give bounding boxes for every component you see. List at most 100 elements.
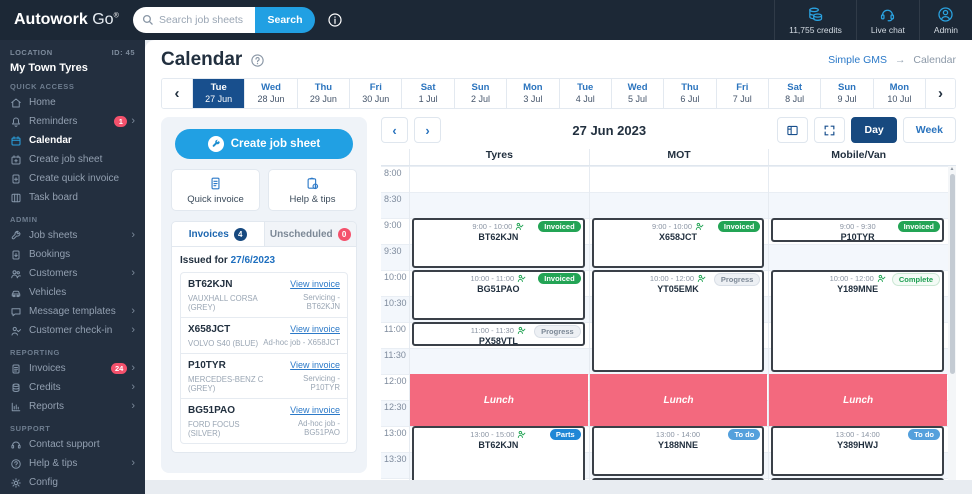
coins-icon	[807, 6, 824, 23]
search-button[interactable]: Search	[255, 7, 315, 33]
help-icon[interactable]	[250, 53, 265, 68]
sidebar-item-job-sheets[interactable]: Job sheets ›	[10, 226, 135, 245]
date-tab-sat-8-jul[interactable]: Sat 8 Jul	[767, 79, 821, 108]
status-badge: Parts	[549, 429, 581, 440]
sidebar-item-message-templates[interactable]: Message templates ›	[10, 302, 135, 321]
lunch-block: Lunch	[589, 374, 768, 426]
expand-button[interactable]	[814, 117, 846, 143]
tab-unscheduled[interactable]: Unscheduled 0	[263, 222, 356, 246]
home-icon	[10, 97, 22, 109]
calendar-event-y189mne[interactable]: 10:00 - 12:00 Y189MNE Complete	[771, 270, 945, 372]
calendar-event-px58vtl[interactable]: 11:00 - 11:30 PX58VTL Progress	[412, 322, 585, 346]
chevron-right-icon: ›	[131, 267, 135, 279]
info-icon[interactable]	[327, 12, 343, 28]
calendar-event-y188nne[interactable]: 13:00 - 14:00 Y188NNE To do	[591, 426, 765, 476]
sidebar-item-contact-support[interactable]: Contact support	[10, 435, 135, 454]
date-tab-date: 28 Jun	[257, 93, 285, 104]
sidebar-item-label: Job sheets	[29, 230, 78, 241]
sidebar-item-task-board[interactable]: Task board	[10, 188, 135, 207]
admin-menu[interactable]: Admin	[918, 0, 972, 40]
sidebar-item-create-quick-invoice[interactable]: Create quick invoice	[10, 169, 135, 188]
calendar-event-x658jct[interactable]: 9:00 - 10:00 X658JCT Invoiced	[591, 218, 765, 268]
sidebar-item-credits[interactable]: Credits ›	[10, 378, 135, 397]
view-invoice-link[interactable]: View invoice	[290, 360, 340, 370]
scrollbar-thumb[interactable]	[949, 174, 955, 374]
date-tab-fri-7-jul[interactable]: Fri 7 Jul	[715, 79, 768, 108]
calendar-event-yt05emk[interactable]: 10:00 - 12:00 YT05EMK Progress	[591, 270, 765, 372]
sidebar-item-label: Credits	[29, 382, 61, 393]
sidebar-item-reminders[interactable]: Reminders 1 ›	[10, 112, 135, 131]
date-tab-sun-9-jul[interactable]: Sun 9 Jul	[820, 79, 873, 108]
live-chat-button[interactable]: Live chat	[855, 0, 919, 40]
location-name[interactable]: My Town Tyres	[10, 62, 88, 74]
view-invoice-link[interactable]: View invoice	[290, 405, 340, 415]
date-next-button[interactable]: ›	[925, 79, 955, 108]
calendar-next-button[interactable]: ›	[414, 117, 441, 143]
date-tab-fri-30-jun[interactable]: Fri 30 Jun	[349, 79, 402, 108]
calendar-layout-button[interactable]	[777, 117, 809, 143]
technician-icon	[515, 222, 524, 231]
scroll-up-icon[interactable]: ▲	[949, 166, 955, 172]
calendar-column-tyres[interactable]: Lunch 9:00 - 10:00 BT62KJN Invoiced 10:00 - …	[409, 166, 589, 480]
chevron-right-icon: ›	[425, 122, 430, 138]
help-tips-card[interactable]: Help & tips	[268, 169, 357, 211]
event-reg-plate: P10TYR	[840, 232, 875, 242]
calendar-event-partial[interactable]	[591, 478, 765, 480]
sidebar-item-home[interactable]: Home	[10, 93, 135, 112]
date-tab-sat-1-jul[interactable]: Sat 1 Jul	[401, 79, 454, 108]
breadcrumb-parent-link[interactable]: Simple GMS	[828, 54, 888, 66]
time-label: 8:00	[384, 168, 402, 178]
date-tab-thu-29-jun[interactable]: Thu 29 Jun	[296, 79, 350, 108]
calendar-prev-button[interactable]: ‹	[381, 117, 408, 143]
date-tab-tue-27-jun[interactable]: Tue 27 Jun	[192, 79, 245, 108]
date-tab-wed-28-jun[interactable]: Wed 28 Jun	[244, 79, 297, 108]
status-badge: Invoiced	[538, 221, 581, 232]
search-input[interactable]	[133, 7, 255, 33]
gear-icon	[10, 477, 22, 489]
time-label: 11:00	[384, 324, 406, 334]
lunch-block: Lunch	[410, 374, 588, 426]
view-invoice-link[interactable]: View invoice	[290, 279, 340, 289]
credits-indicator[interactable]: 11,755 credits	[774, 0, 856, 40]
create-job-sheet-button[interactable]: Create job sheet	[175, 129, 353, 159]
quick-invoice-card[interactable]: Quick invoice	[171, 169, 260, 211]
app-logo[interactable]: Autowork Go®	[0, 11, 133, 29]
date-tab-sun-2-jul[interactable]: Sun 2 Jul	[453, 79, 507, 108]
sidebar-item-customers[interactable]: Customers ›	[10, 264, 135, 283]
date-prev-button[interactable]: ‹	[162, 79, 192, 108]
issued-for-date[interactable]: 27/6/2023	[230, 255, 276, 266]
event-time: 13:00 - 15:00	[470, 430, 515, 439]
sidebar-item-calendar[interactable]: Calendar	[10, 131, 135, 150]
calendar-event-bt62kjn[interactable]: 13:00 - 15:00 BT62KJN Parts	[412, 426, 585, 480]
sidebar-item-reports[interactable]: Reports ›	[10, 397, 135, 416]
date-tab-thu-6-jul[interactable]: Thu 6 Jul	[663, 79, 716, 108]
sidebar-item-label: Invoices	[29, 363, 66, 374]
calendar-event-bg51pao[interactable]: 10:00 - 11:00 BG51PAO Invoiced	[412, 270, 585, 320]
sidebar-item-config[interactable]: Config	[10, 473, 135, 492]
tab-invoices[interactable]: Invoices 4	[172, 222, 264, 246]
sidebar-item-invoices[interactable]: Invoices 24 ›	[10, 359, 135, 378]
day-view-button[interactable]: Day	[851, 117, 897, 143]
technician-icon	[517, 326, 526, 335]
calendar-event-bt62kjn[interactable]: 9:00 - 10:00 BT62KJN Invoiced	[412, 218, 585, 268]
date-tab-date: 27 Jun	[205, 93, 233, 104]
sidebar-item-help-tips[interactable]: Help & tips ›	[10, 454, 135, 473]
view-invoice-link[interactable]: View invoice	[290, 324, 340, 334]
sidebar-item-create-job-sheet[interactable]: Create job sheet	[10, 150, 135, 169]
calendar-event-p10tyr[interactable]: 9:00 - 9:30 P10TYR Invoiced	[771, 218, 945, 242]
date-tab-mon-10-jul[interactable]: Mon 10 Jul	[872, 79, 926, 108]
calendar-column-mobile-van[interactable]: Lunch 9:00 - 9:30 P10TYR Invoiced 10:00 - 12…	[768, 166, 949, 480]
calendar-event-y389hwj[interactable]: 13:00 - 14:00 Y389HWJ To do	[771, 426, 945, 476]
technician-icon	[697, 274, 706, 283]
date-tab-wed-5-jul[interactable]: Wed 5 Jul	[610, 79, 664, 108]
status-badge: Invoiced	[897, 221, 941, 232]
date-tab-mon-3-jul[interactable]: Mon 3 Jul	[506, 79, 559, 108]
calendar-event-partial[interactable]	[771, 478, 945, 480]
sidebar-item-bookings[interactable]: Bookings	[10, 245, 135, 264]
calendar-scrollbar[interactable]: ▲	[948, 166, 956, 480]
calendar-column-mot[interactable]: Lunch 9:00 - 10:00 X658JCT Invoiced 10:00 - …	[588, 166, 769, 480]
week-view-button[interactable]: Week	[902, 117, 956, 143]
sidebar-item-vehicles[interactable]: Vehicles	[10, 283, 135, 302]
sidebar-item-customer-check-in[interactable]: Customer check-in ›	[10, 321, 135, 340]
date-tab-tue-4-jul[interactable]: Tue 4 Jul	[558, 79, 611, 108]
